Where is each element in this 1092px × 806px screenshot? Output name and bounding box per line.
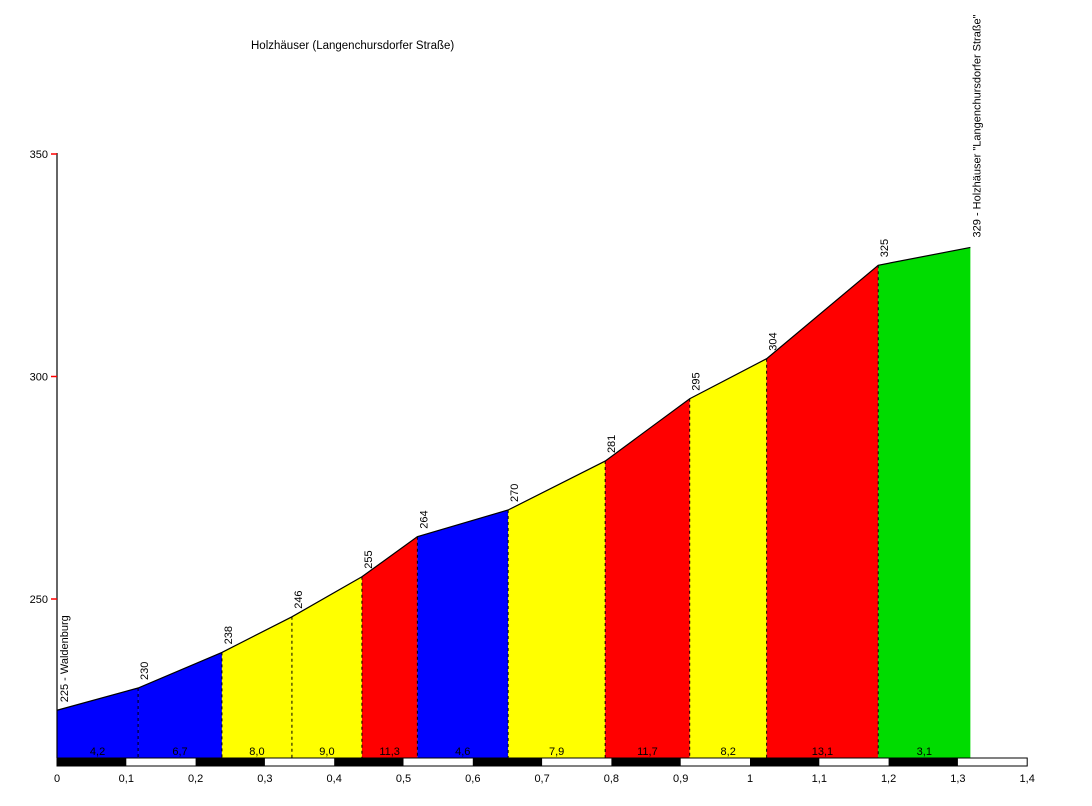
x-tick-label: 1,1 xyxy=(812,773,827,785)
x-tick-label: 1,2 xyxy=(881,773,896,785)
gradient-label: 3,1 xyxy=(917,746,932,758)
x-tick-label: 0,3 xyxy=(257,773,272,785)
y-tick-label: 250 xyxy=(30,594,48,606)
gradient-label: 8,2 xyxy=(721,746,736,758)
x-tick-label: 0,6 xyxy=(465,773,480,785)
gradient-label: 11,3 xyxy=(379,746,400,758)
gradient-label: 6,7 xyxy=(172,746,187,758)
elevation-label: 246 xyxy=(293,590,305,608)
elevation-label: 255 xyxy=(363,550,375,568)
scalebar-block xyxy=(750,758,820,766)
chart-title: Holzhäuser (Langenchursdorfer Straße) xyxy=(251,40,454,52)
gradient-label: 7,9 xyxy=(549,746,564,758)
elevation-label: 270 xyxy=(509,484,521,502)
elevation-label: 238 xyxy=(223,626,235,644)
segment-fill xyxy=(221,616,292,758)
elevation-label: 304 xyxy=(768,332,780,350)
x-tick-label: 0,8 xyxy=(604,773,619,785)
y-tick-label: 350 xyxy=(30,149,48,161)
scalebar-block xyxy=(57,758,127,766)
elevation-label: 325 xyxy=(879,239,891,257)
scalebar-block xyxy=(472,758,543,766)
scalebar-block xyxy=(888,758,958,766)
x-tick-label: 0,7 xyxy=(534,773,549,785)
end-label: 329 - Holzhäuser "Langenchursdorfer Stra… xyxy=(971,14,983,237)
gradient-label: 4,6 xyxy=(455,746,470,758)
x-tick-label: 1,4 xyxy=(1020,773,1035,785)
gradient-label: 13,1 xyxy=(812,746,833,758)
segment-fill xyxy=(878,247,971,758)
elevation-label: 295 xyxy=(691,372,703,390)
elevation-label: 230 xyxy=(139,662,151,680)
gradient-label: 9,0 xyxy=(319,746,334,758)
x-tick-label: 0,1 xyxy=(119,773,134,785)
x-tick-label: 1,3 xyxy=(950,773,965,785)
segment-fill xyxy=(138,652,222,758)
x-tick-label: 1 xyxy=(747,773,753,785)
segment-fill xyxy=(689,358,767,758)
x-tick-label: 0,4 xyxy=(327,773,342,785)
elevation-label: 281 xyxy=(606,435,618,453)
x-tick-label: 0 xyxy=(54,773,60,785)
segment-fill xyxy=(57,688,139,758)
gradient-label: 11,7 xyxy=(637,746,658,758)
scalebar-block xyxy=(195,758,265,766)
x-tick-label: 0,2 xyxy=(188,773,203,785)
gradient-label: 4,2 xyxy=(90,746,105,758)
segment-fill xyxy=(291,576,362,758)
x-tick-label: 0,9 xyxy=(673,773,688,785)
scalebar-block xyxy=(334,758,404,766)
elevation-label: 264 xyxy=(418,510,430,528)
y-tick-label: 300 xyxy=(30,372,48,384)
profile-line xyxy=(56,246,971,711)
scalebar-block xyxy=(611,758,681,766)
segment-fill xyxy=(508,461,606,758)
x-tick-label: 0,5 xyxy=(396,773,411,785)
segment-fill xyxy=(361,536,418,758)
start-label: 225 - Waldenburg xyxy=(59,615,71,702)
segment-fill xyxy=(605,398,690,758)
segment-fill xyxy=(766,265,879,758)
gradient-label: 8,0 xyxy=(249,746,264,758)
segment-fill xyxy=(417,510,509,758)
